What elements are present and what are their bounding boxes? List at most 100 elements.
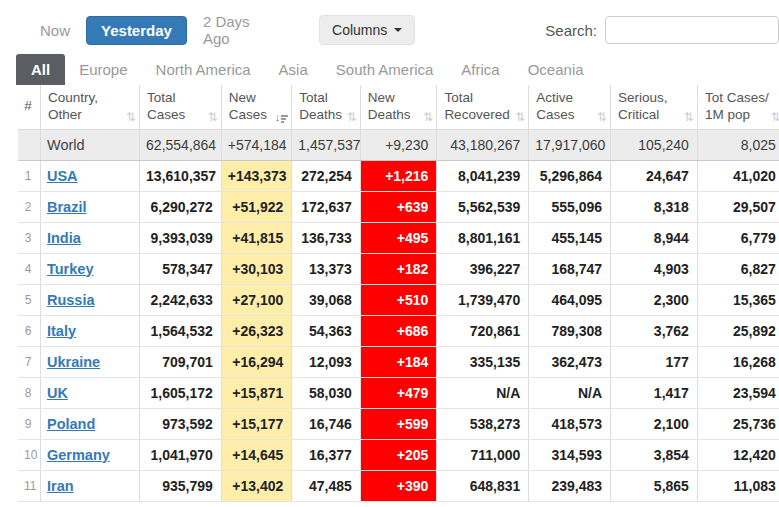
world-tot-cases-1m-cell: 8,025 [697,129,779,160]
country-cell: Russia [40,284,139,315]
rank-cell: 10 [18,439,40,470]
world-total-recovered-cell: 43,180,267 [437,129,529,160]
country-link[interactable]: Poland [47,416,95,432]
active-cases-cell: 555,096 [529,191,611,222]
column-header-label: New Cases [229,90,267,122]
column-header-new-cases[interactable]: New Cases↓ [221,85,292,129]
new-cases-cell: +27,100 [221,284,292,315]
column-header-label: Tot Cases/ 1M pop [705,90,769,122]
country-link[interactable]: Ukraine [47,354,100,370]
region-tab-all[interactable]: All [16,54,65,85]
time-tab-yesterday[interactable]: Yesterday [86,16,187,45]
search-label: Search: [545,22,597,39]
country-link[interactable]: Russia [47,292,95,308]
search-input[interactable] [605,16,779,44]
serious-critical-cell: 8,318 [611,191,698,222]
column-header-[interactable]: # [18,85,40,129]
column-header-label: Total Recovered [444,90,509,122]
country-link[interactable]: Brazil [47,199,87,215]
rank-cell: 2 [18,191,40,222]
region-tab-south-america[interactable]: South America [322,54,448,85]
country-link[interactable]: Italy [47,323,76,339]
column-header-total-cases[interactable]: Total Cases⇅ [140,85,222,129]
world-new-deaths-cell: +9,230 [360,129,437,160]
table-header-row: #Country, Other⇅Total Cases⇅New Cases↓To… [18,85,779,129]
country-cell: Turkey [40,253,139,284]
country-cell: Ukraine [40,346,139,377]
serious-critical-cell: 3,762 [611,315,698,346]
world-total-deaths-cell: 1,457,537 [292,129,360,160]
total-recovered-cell: 396,227 [437,253,529,284]
sort-icon: ⇅ [423,111,433,123]
total-recovered-cell: 648,831 [437,470,529,501]
new-deaths-cell: +390 [360,470,437,501]
table-row: 9Poland973,592+15,17716,746+599538,27341… [18,408,779,439]
tot-cases-1m-cell: 15,365 [697,284,779,315]
country-link[interactable]: Iran [47,478,74,494]
time-tab-2-days-ago[interactable]: 2 Days Ago [191,8,281,52]
columns-dropdown-button[interactable]: Columns [319,15,415,45]
total-deaths-cell: 47,485 [292,470,360,501]
region-tab-asia[interactable]: Asia [265,54,322,85]
region-tab-africa[interactable]: Africa [447,54,513,85]
rank-cell: 9 [18,408,40,439]
sort-icon: ⇅ [515,111,525,123]
table-row: 7Ukraine709,701+16,29412,093+184335,1353… [18,346,779,377]
covid-stats-table: #Country, Other⇅Total Cases⇅New Cases↓To… [18,85,779,502]
active-cases-cell: 464,095 [529,284,611,315]
total-deaths-cell: 16,377 [292,439,360,470]
serious-critical-cell: 24,647 [611,160,698,191]
time-tab-group: NowYesterday2 Days Ago [28,8,281,52]
new-cases-cell: +13,402 [221,470,292,501]
time-tab-now[interactable]: Now [28,17,82,44]
active-cases-cell: 362,473 [529,346,611,377]
tot-cases-1m-cell: 25,736 [697,408,779,439]
country-cell: India [40,222,139,253]
world-new-cases-cell: +574,184 [221,129,292,160]
new-cases-cell: +15,871 [221,377,292,408]
new-cases-cell: +51,922 [221,191,292,222]
sort-icon: ⇅ [684,111,694,123]
country-link[interactable]: India [47,230,81,246]
column-header-total-deaths[interactable]: Total Deaths⇅ [292,85,360,129]
country-link[interactable]: Turkey [47,261,93,277]
tot-cases-1m-cell: 29,507 [697,191,779,222]
table-row: 8UK1,605,172+15,87158,030+479N/AN/A1,417… [18,377,779,408]
region-tab-north-america[interactable]: North America [142,54,265,85]
total-cases-cell: 709,701 [140,346,222,377]
new-deaths-cell: +510 [360,284,437,315]
column-header-label: Active Cases [536,90,574,122]
active-cases-cell: 314,593 [529,439,611,470]
tot-cases-1m-cell: 16,268 [697,346,779,377]
column-header-active-cases[interactable]: Active Cases⇅ [529,85,611,129]
region-tab-oceania[interactable]: Oceania [514,54,598,85]
country-link[interactable]: UK [47,385,68,401]
new-cases-cell: +143,373 [221,160,292,191]
total-recovered-cell: 335,135 [437,346,529,377]
new-cases-cell: +30,103 [221,253,292,284]
tot-cases-1m-cell: 6,827 [697,253,779,284]
rank-cell: 11 [18,470,40,501]
total-recovered-cell: 538,273 [437,408,529,439]
active-cases-cell: 789,308 [529,315,611,346]
total-cases-cell: 6,290,272 [140,191,222,222]
column-header-serious-critical[interactable]: Serious, Critical⇅ [611,85,698,129]
covid-stats-table-container: #Country, Other⇅Total Cases⇅New Cases↓To… [0,85,779,502]
active-cases-cell: 239,483 [529,470,611,501]
column-header-new-deaths[interactable]: New Deaths⇅ [360,85,437,129]
country-cell: Iran [40,470,139,501]
rank-cell: 1 [18,160,40,191]
column-header-country-other[interactable]: Country, Other⇅ [40,85,139,129]
country-link[interactable]: USA [47,168,78,184]
table-row: 4Turkey578,347+30,10313,373+182396,22716… [18,253,779,284]
country-link[interactable]: Germany [47,447,110,463]
column-header-label: # [24,98,32,113]
column-header-total-recovered[interactable]: Total Recovered ⇅ [437,85,529,129]
search-area: Search: [545,16,779,44]
region-tab-europe[interactable]: Europe [65,54,141,85]
tot-cases-1m-cell: 25,892 [697,315,779,346]
rank-cell: 6 [18,315,40,346]
table-row: 5Russia2,242,633+27,10039,068+5101,739,4… [18,284,779,315]
chevron-down-icon [394,28,402,32]
column-header-tot-cases-1m-pop[interactable]: Tot Cases/ 1M pop⇅ [697,85,779,129]
